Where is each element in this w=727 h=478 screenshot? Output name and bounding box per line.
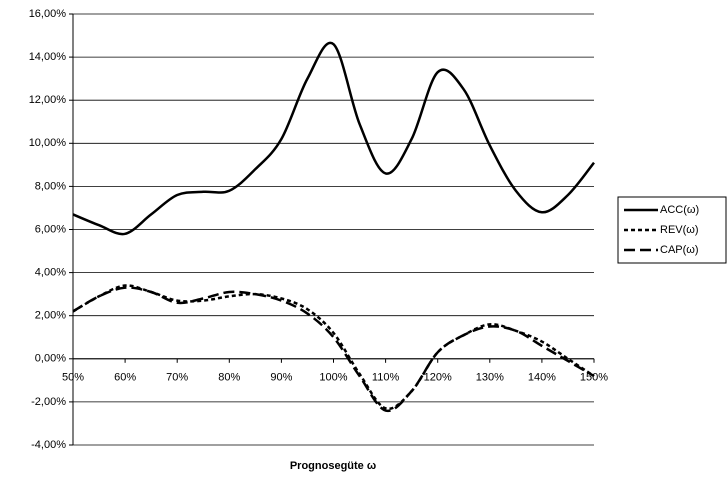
y-tick-label: 6,00% [35, 223, 66, 235]
x-tick-label: 70% [166, 372, 188, 384]
x-axis-title: Prognosegüte ω [290, 460, 376, 472]
y-tick-label: -2,00% [31, 396, 66, 408]
y-tick-label: 16,00% [29, 8, 67, 20]
y-tick-label: 14,00% [29, 51, 67, 63]
x-tick-label: 50% [62, 372, 84, 384]
x-tick-label: 130% [476, 372, 504, 384]
legend-label: REV(ω) [660, 224, 699, 236]
series-line [72, 41, 595, 236]
series-line [72, 284, 595, 411]
x-tick-label: 60% [114, 372, 136, 384]
y-tick-label: -4,00% [31, 439, 66, 451]
y-tick-label: 10,00% [29, 137, 67, 149]
y-tick-label: 12,00% [29, 94, 67, 106]
x-tick-label: 110% [372, 372, 400, 384]
x-tick-label: 150% [580, 372, 608, 384]
legend-label: ACC(ω) [660, 204, 699, 216]
legend-box [617, 196, 727, 264]
y-tick-label: 2,00% [35, 310, 66, 322]
y-tick-label: 0,00% [35, 353, 66, 365]
x-tick-label: 120% [424, 372, 452, 384]
x-tick-label: 90% [270, 372, 292, 384]
x-tick-label: 100% [319, 372, 347, 384]
y-tick-label: 4,00% [35, 267, 66, 279]
y-tick-label: 8,00% [35, 180, 66, 192]
x-tick-label: 80% [218, 372, 240, 384]
series-line [72, 286, 595, 413]
legend-label: CAP(ω) [660, 244, 699, 256]
x-tick-label: 140% [528, 372, 556, 384]
